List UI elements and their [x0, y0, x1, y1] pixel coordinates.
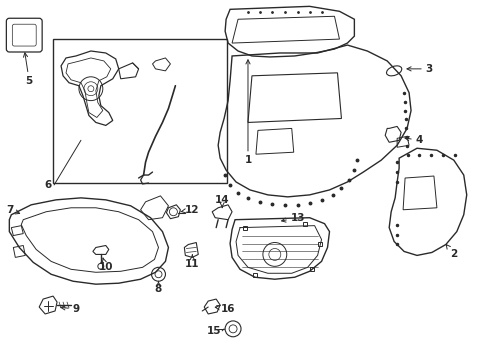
Text: 3: 3 — [407, 64, 433, 74]
Text: 7: 7 — [6, 205, 20, 215]
Text: 15: 15 — [207, 326, 221, 336]
Text: 10: 10 — [98, 258, 113, 272]
Text: 4: 4 — [405, 135, 423, 145]
Text: 1: 1 — [245, 60, 251, 165]
Text: 6: 6 — [45, 180, 52, 190]
Text: 16: 16 — [215, 304, 235, 314]
Text: 14: 14 — [215, 195, 229, 208]
Bar — [53, 39, 227, 183]
Text: 13: 13 — [282, 213, 305, 223]
Text: 12: 12 — [181, 205, 199, 215]
Text: 2: 2 — [446, 244, 458, 260]
Text: 11: 11 — [185, 255, 199, 269]
Text: 8: 8 — [155, 282, 162, 294]
Text: 9: 9 — [61, 304, 79, 314]
Text: 5: 5 — [24, 53, 33, 86]
